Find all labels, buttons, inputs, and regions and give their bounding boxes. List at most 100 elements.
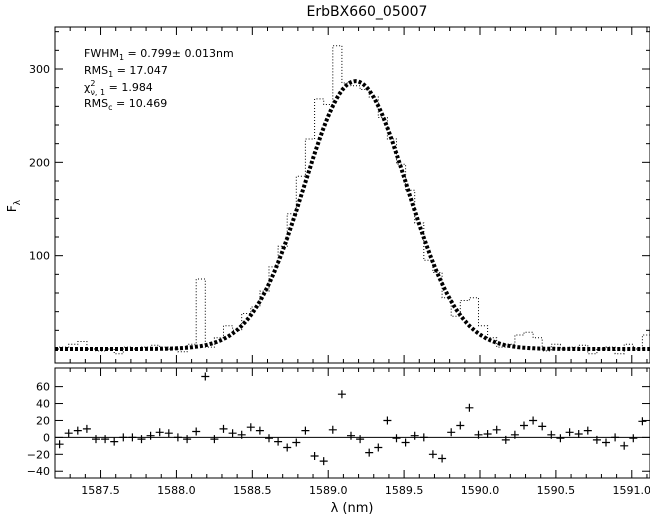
residual-y-tick-label: −40 <box>27 465 50 478</box>
residual-axes: −40 −20 0 20 40 60 <box>27 368 650 478</box>
main-plot-frame <box>54 26 650 364</box>
residual-point <box>82 424 91 433</box>
x-tick-label: 1588.5 <box>233 484 272 497</box>
residual-point <box>447 428 456 437</box>
main-axes: 100 200 300 <box>29 27 650 363</box>
residual-point <box>547 430 556 439</box>
residual-point <box>110 437 119 446</box>
residual-point <box>438 454 447 463</box>
residual-point <box>565 428 574 437</box>
residual-point <box>465 403 474 412</box>
residual-point <box>538 422 547 431</box>
y-tick-label: 300 <box>29 63 50 76</box>
annotation-chi2: χ2 ν, 1 = 1.984 <box>84 79 153 97</box>
residual-point <box>347 431 355 440</box>
residual-point <box>529 416 538 425</box>
x-tick-label: 1588.0 <box>157 484 196 497</box>
residual-point <box>237 430 246 439</box>
residual-point <box>164 429 173 438</box>
residual-point <box>128 433 137 442</box>
residual-point <box>265 434 273 443</box>
data-histogram-line <box>55 45 650 355</box>
residual-point <box>192 427 201 436</box>
chart-title: ErbBX660_05007 <box>307 4 428 20</box>
residual-point <box>401 438 410 447</box>
annotation-rms1: RMS1 = 17.047 <box>84 64 168 79</box>
x-tick-label: 1589.0 <box>309 484 348 497</box>
residual-point <box>583 426 592 435</box>
x-tick-label: 1589.5 <box>385 484 424 497</box>
residual-point <box>73 426 82 435</box>
main-panel: 100 200 300 Fλ <box>5 26 650 364</box>
residual-point <box>319 457 328 466</box>
residual-point <box>292 438 301 447</box>
residual-point <box>255 426 264 435</box>
residual-y-tick-label: −20 <box>27 448 50 461</box>
residual-point <box>501 435 510 444</box>
x-tick-label: 1591.0 <box>613 484 650 497</box>
residual-point <box>592 435 601 444</box>
y-tick-label: 200 <box>29 156 50 169</box>
y-tick-label: 100 <box>29 250 50 263</box>
gaussian-fit-curve <box>55 79 650 351</box>
residual-point <box>428 450 437 459</box>
residual-point <box>611 433 620 442</box>
residual-point <box>419 433 428 442</box>
residual-point <box>173 433 182 442</box>
residual-y-tick-label: 20 <box>36 414 50 427</box>
fit-statistics: FWHM1 = 0.799± 0.013nm RMS1 = 17.047 χ2 ν… <box>84 47 234 112</box>
residual-y-tick-label: 60 <box>36 381 50 394</box>
residual-point <box>602 438 610 447</box>
x-tick-label: 1590.5 <box>537 484 576 497</box>
residual-point <box>483 430 492 438</box>
y-axis-label: Fλ <box>5 199 23 212</box>
residual-point <box>383 416 392 425</box>
annotation-rmsc: RMSc = 10.469 <box>84 97 167 112</box>
residual-point <box>474 430 483 439</box>
residual-point <box>146 431 155 440</box>
residual-point <box>328 425 337 434</box>
residual-y-tick-label: 40 <box>36 398 50 411</box>
x-axis-label: λ (nm) <box>331 501 374 516</box>
residual-point <box>629 434 638 443</box>
residual-point <box>510 430 519 439</box>
residual-point <box>119 433 128 442</box>
residual-point <box>228 429 237 438</box>
residual-point <box>64 429 73 438</box>
residual-point <box>456 421 465 430</box>
residual-point <box>92 435 100 444</box>
residual-point <box>556 434 565 443</box>
residual-point <box>374 443 383 452</box>
data-histogram <box>55 45 650 355</box>
gaussian-fit-line <box>55 79 650 351</box>
x-tick-labels: 1587.5 1588.0 1588.5 1589.0 1589.5 1590.0 1590… <box>81 484 650 497</box>
x-tick-label: 1587.5 <box>81 484 120 497</box>
annotation-fwhm: FWHM1 = 0.799± 0.013nm <box>84 47 234 62</box>
residual-point <box>201 372 210 381</box>
residual-point <box>365 448 374 457</box>
residual-point <box>55 440 64 449</box>
residual-point <box>155 428 164 437</box>
residual-point <box>392 434 401 443</box>
residual-point <box>301 426 310 435</box>
residual-point <box>574 430 583 438</box>
residual-point <box>137 435 146 444</box>
residual-plot-frame <box>54 367 650 479</box>
residual-point <box>620 441 629 450</box>
residual-point <box>283 443 292 452</box>
residual-point <box>410 431 419 440</box>
residual-point <box>492 425 501 434</box>
residual-point <box>219 424 228 433</box>
residual-point <box>638 417 647 426</box>
residual-panel: −40 −20 0 20 40 60 <box>27 367 650 479</box>
residual-point <box>246 423 255 432</box>
residual-point <box>520 421 528 430</box>
residual-point <box>101 435 110 444</box>
residual-point <box>337 390 346 399</box>
residual-point <box>310 452 319 460</box>
residual-point <box>274 437 283 446</box>
residual-y-tick-label: 0 <box>43 431 50 444</box>
residual-point <box>356 435 365 444</box>
x-tick-label: 1590.0 <box>461 484 500 497</box>
